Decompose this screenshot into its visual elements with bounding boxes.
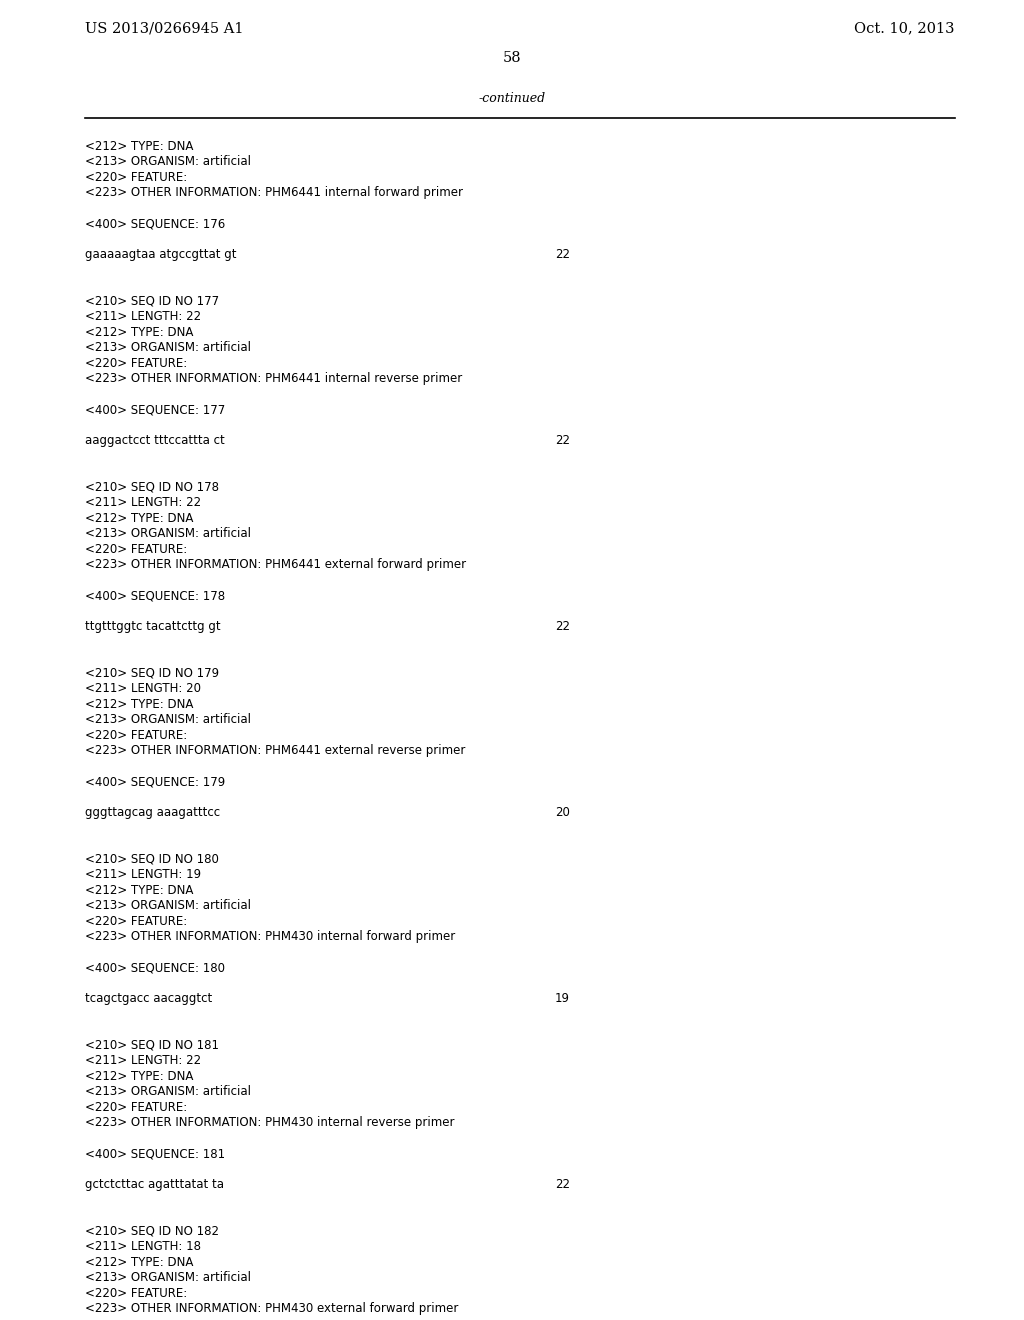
Text: 19: 19 [555,993,570,1006]
Text: <213> ORGANISM: artificial: <213> ORGANISM: artificial [85,156,251,169]
Text: <223> OTHER INFORMATION: PHM6441 external forward primer: <223> OTHER INFORMATION: PHM6441 externa… [85,558,466,572]
Text: gggttagcag aaagatttcc: gggttagcag aaagatttcc [85,807,220,820]
Text: <210> SEQ ID NO 179: <210> SEQ ID NO 179 [85,667,219,680]
Text: 22: 22 [555,620,570,634]
Text: US 2013/0266945 A1: US 2013/0266945 A1 [85,21,244,36]
Text: <400> SEQUENCE: 176: <400> SEQUENCE: 176 [85,218,225,231]
Text: <400> SEQUENCE: 178: <400> SEQUENCE: 178 [85,590,225,602]
Text: ttgtttggtc tacattcttg gt: ttgtttggtc tacattcttg gt [85,620,220,634]
Text: <211> LENGTH: 19: <211> LENGTH: 19 [85,869,201,882]
Text: Oct. 10, 2013: Oct. 10, 2013 [854,21,955,36]
Text: <220> FEATURE:: <220> FEATURE: [85,729,187,742]
Text: gctctcttac agatttatat ta: gctctcttac agatttatat ta [85,1179,224,1192]
Text: <223> OTHER INFORMATION: PHM6441 external reverse primer: <223> OTHER INFORMATION: PHM6441 externa… [85,744,465,758]
Text: <212> TYPE: DNA: <212> TYPE: DNA [85,512,194,525]
Text: <213> ORGANISM: artificial: <213> ORGANISM: artificial [85,528,251,540]
Text: <400> SEQUENCE: 180: <400> SEQUENCE: 180 [85,961,225,974]
Text: <213> ORGANISM: artificial: <213> ORGANISM: artificial [85,1271,251,1284]
Text: <223> OTHER INFORMATION: PHM430 internal reverse primer: <223> OTHER INFORMATION: PHM430 internal… [85,1117,455,1130]
Text: <213> ORGANISM: artificial: <213> ORGANISM: artificial [85,1085,251,1098]
Text: <220> FEATURE:: <220> FEATURE: [85,172,187,183]
Text: <213> ORGANISM: artificial: <213> ORGANISM: artificial [85,714,251,726]
Text: <213> ORGANISM: artificial: <213> ORGANISM: artificial [85,899,251,912]
Text: <212> TYPE: DNA: <212> TYPE: DNA [85,140,194,153]
Text: <212> TYPE: DNA: <212> TYPE: DNA [85,698,194,711]
Text: <210> SEQ ID NO 177: <210> SEQ ID NO 177 [85,294,219,308]
Text: <210> SEQ ID NO 182: <210> SEQ ID NO 182 [85,1225,219,1238]
Text: <210> SEQ ID NO 180: <210> SEQ ID NO 180 [85,853,219,866]
Text: 22: 22 [555,434,570,447]
Text: <211> LENGTH: 22: <211> LENGTH: 22 [85,496,201,510]
Text: -continued: -continued [478,92,546,106]
Text: <223> OTHER INFORMATION: PHM430 internal forward primer: <223> OTHER INFORMATION: PHM430 internal… [85,931,456,944]
Text: <400> SEQUENCE: 177: <400> SEQUENCE: 177 [85,404,225,417]
Text: <211> LENGTH: 18: <211> LENGTH: 18 [85,1241,201,1254]
Text: <223> OTHER INFORMATION: PHM430 external forward primer: <223> OTHER INFORMATION: PHM430 external… [85,1303,459,1316]
Text: <400> SEQUENCE: 181: <400> SEQUENCE: 181 [85,1147,225,1160]
Text: 58: 58 [503,51,521,65]
Text: <212> TYPE: DNA: <212> TYPE: DNA [85,326,194,339]
Text: <212> TYPE: DNA: <212> TYPE: DNA [85,1071,194,1082]
Text: 22: 22 [555,1179,570,1192]
Text: <220> FEATURE:: <220> FEATURE: [85,543,187,556]
Text: <210> SEQ ID NO 178: <210> SEQ ID NO 178 [85,480,219,494]
Text: <211> LENGTH: 20: <211> LENGTH: 20 [85,682,201,696]
Text: <213> ORGANISM: artificial: <213> ORGANISM: artificial [85,342,251,355]
Text: <212> TYPE: DNA: <212> TYPE: DNA [85,884,194,898]
Text: <211> LENGTH: 22: <211> LENGTH: 22 [85,1055,201,1068]
Text: 20: 20 [555,807,570,820]
Text: <220> FEATURE:: <220> FEATURE: [85,1101,187,1114]
Text: <210> SEQ ID NO 181: <210> SEQ ID NO 181 [85,1039,219,1052]
Text: <212> TYPE: DNA: <212> TYPE: DNA [85,1257,194,1269]
Text: <211> LENGTH: 22: <211> LENGTH: 22 [85,310,201,323]
Text: <220> FEATURE:: <220> FEATURE: [85,356,187,370]
Text: <400> SEQUENCE: 179: <400> SEQUENCE: 179 [85,775,225,788]
Text: <223> OTHER INFORMATION: PHM6441 internal forward primer: <223> OTHER INFORMATION: PHM6441 interna… [85,186,463,199]
Text: <220> FEATURE:: <220> FEATURE: [85,1287,187,1300]
Text: <223> OTHER INFORMATION: PHM6441 internal reverse primer: <223> OTHER INFORMATION: PHM6441 interna… [85,372,462,385]
Text: tcagctgacc aacaggtct: tcagctgacc aacaggtct [85,993,212,1006]
Text: gaaaaagtaa atgccgttat gt: gaaaaagtaa atgccgttat gt [85,248,237,261]
Text: aaggactcct tttccattta ct: aaggactcct tttccattta ct [85,434,224,447]
Text: <220> FEATURE:: <220> FEATURE: [85,915,187,928]
Text: 22: 22 [555,248,570,261]
